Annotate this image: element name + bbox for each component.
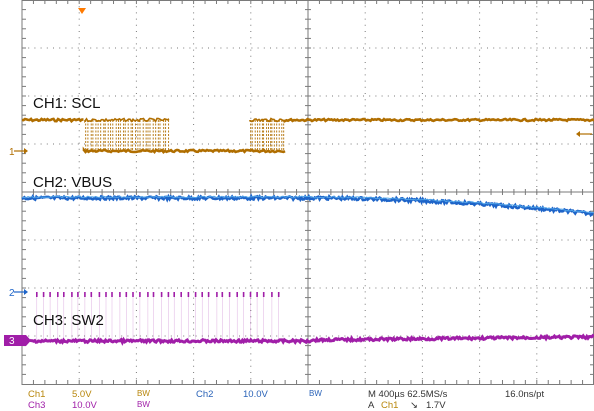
ch2-scale: 10.0V <box>243 389 268 400</box>
ch2-vbus-trace <box>21 193 594 218</box>
ch2-name: Ch2 <box>196 389 214 400</box>
status-bar: Ch1 5.0V BW Ch2 10.0V BW Ch3 10.0V BW M … <box>0 386 594 411</box>
ch3-ground-marker <box>4 335 31 346</box>
ch2-bw-limit: BW <box>309 389 322 398</box>
ch1-marker-label: 1 <box>9 147 15 158</box>
ch2-marker-label: 2 <box>9 288 15 299</box>
trigger-mode: A <box>368 400 375 411</box>
trigger-level: 1.7V <box>426 400 446 411</box>
ch1-scale: 5.0V <box>72 389 92 400</box>
ch1-bw-limit: BW <box>137 389 150 398</box>
ch1-trace-label: CH1: SCL <box>33 95 101 112</box>
graticule <box>21 0 594 385</box>
ch1-scl-trace <box>21 117 594 155</box>
trigger-source: Ch1 <box>381 400 399 411</box>
ch1-name: Ch1 <box>28 389 46 400</box>
trigger-slope-icon: ↘ <box>410 400 418 411</box>
ch3-sw2-trace <box>29 292 594 346</box>
ch3-bw-limit: BW <box>137 400 150 409</box>
ch3-scale: 10.0V <box>72 400 97 411</box>
ch2-trace-label: CH2: VBUS <box>33 174 113 191</box>
ch2-ground-marker <box>14 289 28 295</box>
record-resolution: 16.0ns/pt <box>505 389 545 400</box>
timebase-readout: M 400µs 62.5MS/s <box>368 389 448 400</box>
ch3-trace-label: CH3: SW2 <box>33 312 104 329</box>
ch3-marker-label: 3 <box>9 336 15 347</box>
ch1-ground-marker <box>14 148 28 154</box>
ch3-name: Ch3 <box>28 400 46 411</box>
trigger-position-icon <box>78 8 86 14</box>
trigger-level-icon <box>576 131 592 137</box>
